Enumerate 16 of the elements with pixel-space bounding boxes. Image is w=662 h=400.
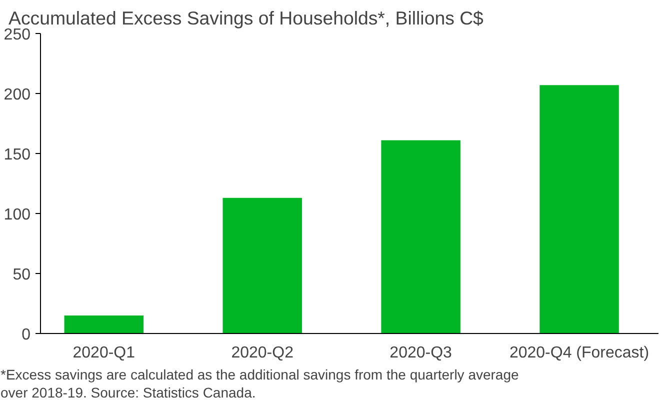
y-tick-label: 50	[12, 266, 31, 284]
bar	[64, 316, 144, 334]
text: *Excess savings are calculated as the additional savings from the quarterly average over 2018-19. Source: Statistics Canada.	[0, 366, 519, 400]
bar	[540, 85, 619, 334]
y-tick-label: 100	[4, 206, 31, 224]
y-tick-label: 150	[4, 146, 31, 164]
chart-title: Accumulated Excess Savings of Households*, Billions C$	[8, 8, 484, 28]
y-tick-label: 250	[4, 26, 31, 44]
x-tick-label: 2020-Q4 (Forecast)	[509, 344, 650, 362]
y-tick-label: 0	[22, 326, 31, 344]
x-tick-label: 2020-Q1	[72, 344, 136, 362]
bar	[222, 198, 302, 334]
x-tick-label: 2020-Q3	[390, 344, 452, 362]
bar	[381, 140, 460, 334]
x-tick-label: 2020-Q2	[231, 344, 294, 362]
y-tick-label: 200	[4, 86, 31, 104]
